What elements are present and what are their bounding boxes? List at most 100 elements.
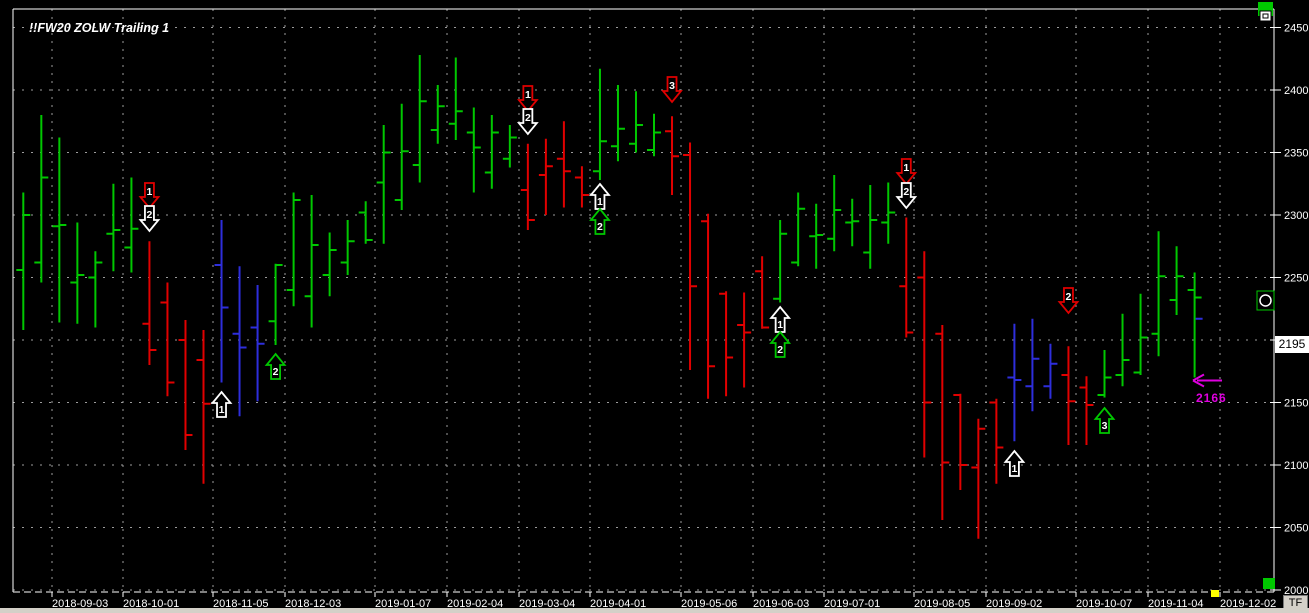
- ohlc-bar: [538, 138, 553, 215]
- last-price-badge: 2195: [1275, 336, 1309, 353]
- ohlc-bar: [1043, 343, 1058, 399]
- ohlc-bar: [1061, 346, 1076, 445]
- restore-box-inner-icon: [1262, 13, 1269, 19]
- ohlc-bar: [376, 125, 391, 244]
- date-tick-label: 2019-12-02: [1220, 598, 1276, 610]
- ohlc-bar: [827, 175, 842, 252]
- signal-arrow-number: 2: [147, 209, 153, 221]
- ohlc-bar: [899, 217, 914, 338]
- price-tick-label: 2050: [1284, 523, 1308, 535]
- date-tick-label: 2019-07-01: [824, 598, 880, 610]
- signal-arrow-number: 2: [777, 344, 783, 356]
- price-tick-label: 2300: [1284, 210, 1308, 222]
- ohlc-bar: [286, 192, 301, 307]
- trailing-stop-value: 2166: [1196, 391, 1227, 405]
- date-tick-label: 2019-10-07: [1076, 598, 1132, 610]
- date-tick-label: 2019-02-04: [447, 598, 503, 610]
- price-tick-label: 2250: [1284, 273, 1308, 285]
- ohlc-bar: [16, 192, 31, 330]
- ohlc-bar: [1169, 246, 1184, 315]
- ohlc-bar: [647, 113, 661, 157]
- ohlc-bar: [520, 143, 535, 230]
- ohlc-bar: [1025, 318, 1040, 412]
- ohlc-bar: [268, 263, 283, 345]
- ohlc-bar: [106, 183, 121, 272]
- signal-arrow-number: 3: [1102, 420, 1108, 432]
- ohlc-bar: [1133, 293, 1148, 375]
- ohlc-bar: [304, 195, 319, 328]
- ohlc-bar: [322, 232, 337, 297]
- ohlc-bar: [845, 198, 860, 247]
- signal-arrow-number: 2: [273, 366, 279, 378]
- ohlc-bar: [430, 85, 445, 144]
- ohlc-bar: [917, 251, 932, 458]
- signal-arrow-number: 1: [903, 162, 909, 174]
- ohlc-bar: [214, 220, 229, 383]
- price-tick-label: 2450: [1284, 23, 1308, 35]
- signal-arrow-up-white: [1003, 449, 1026, 477]
- ohlc-bar: [574, 166, 589, 208]
- ohlc-bar: [989, 398, 1004, 484]
- ohlc-bar: [34, 115, 49, 283]
- signal-arrow-number: 1: [525, 89, 531, 101]
- ohlc-bar: [935, 325, 950, 520]
- ohlc-bar: [70, 222, 85, 324]
- ohlc-bar: [178, 320, 193, 450]
- signal-arrow-number: 2: [525, 112, 531, 124]
- ohlc-bar: [556, 121, 571, 208]
- ohlc-bar: [358, 201, 373, 244]
- ohlc-bar: [809, 203, 824, 269]
- trailing-stop-arrowhead: [1192, 373, 1205, 388]
- date-tick-label: 2019-04-01: [590, 598, 646, 610]
- ohlc-bar: [196, 330, 211, 484]
- ohlc-bar: [484, 115, 499, 189]
- ohlc-bar: [124, 177, 139, 273]
- ohlc-bar: [502, 125, 517, 168]
- signal-arrow-number: 1: [147, 186, 153, 198]
- signal-arrow-down-white: [895, 182, 918, 210]
- ohlc-bar: [755, 256, 770, 329]
- ohlc-bar: [412, 55, 427, 183]
- date-tick-label: 2019-06-03: [753, 598, 809, 610]
- signal-arrow-down-white: [138, 205, 161, 233]
- signal-arrow-down-white: [516, 108, 539, 136]
- price-tick-label: 2350: [1284, 148, 1308, 160]
- signal-arrow-up-white: [210, 390, 233, 418]
- ohlc-bar: [610, 85, 625, 162]
- ohlc-bar: [719, 291, 734, 397]
- price-tick-label: 2150: [1284, 398, 1308, 410]
- ohlc-bar: [791, 192, 806, 267]
- signal-arrow-up-green: [589, 207, 611, 235]
- signal-arrow-up-green: [264, 352, 287, 380]
- signal-arrow-number: 2: [903, 186, 909, 198]
- ohlc-bar: [1115, 313, 1130, 387]
- ohlc-bar: [881, 182, 896, 244]
- signal-arrow-number: 3: [669, 80, 675, 92]
- ohlc-bar: [773, 220, 788, 303]
- signal-arrow-number: 2: [1066, 291, 1072, 303]
- signal-arrow-number: 1: [219, 404, 225, 416]
- slider-handle-circle[interactable]: [1259, 294, 1272, 307]
- ohlc-bar: [665, 116, 680, 195]
- date-tick-label: 2018-09-03: [52, 598, 108, 610]
- signal-arrow-down-red: [516, 85, 539, 113]
- price-tick-label: 2100: [1284, 460, 1308, 472]
- ohlc-bar: [701, 213, 716, 399]
- date-tick-label: 2019-05-06: [681, 598, 737, 610]
- ohlc-bar: [52, 137, 67, 323]
- date-tick-label: 2019-01-07: [375, 598, 431, 610]
- ohlc-bar: [1079, 376, 1094, 445]
- ohlc-bar: [1097, 350, 1112, 398]
- ohlc-bar: [394, 103, 409, 210]
- axis-yellow-marker: [1211, 590, 1219, 597]
- ohlc-bar: [683, 142, 698, 370]
- ohlc-bar: [160, 282, 175, 397]
- ohlc-bar: [88, 251, 103, 328]
- ohlc-bar: [971, 418, 986, 539]
- ohlc-bar: [250, 285, 265, 402]
- price-tick-label: 2000: [1284, 585, 1308, 597]
- ohlc-bar: [863, 185, 878, 269]
- signal-arrow-up-green: [1093, 406, 1116, 434]
- ohlc-bar: [953, 393, 968, 490]
